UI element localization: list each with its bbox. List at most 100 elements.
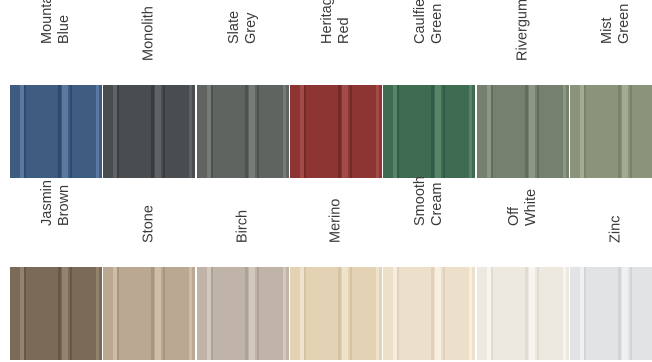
swatch-label: Caulfield Green [383,0,475,80]
sheet-rib [469,85,473,178]
sheet-rib [24,85,26,178]
swatch-label: Monolith [103,0,195,80]
sheet-rib [58,267,61,360]
sheet-rib [210,85,213,178]
color-swatch[interactable]: Zinc [569,182,652,360]
swatch-label-line: Mist [598,17,615,44]
color-swatch[interactable]: Mountain Blue [10,0,102,178]
swatch-label: Stone [103,182,195,262]
colour-sample-sheet [289,267,382,360]
swatch-label-line: Cream [429,182,446,226]
sheet-rib [151,267,155,360]
sheet-rib [62,267,68,360]
sheet-rib [579,267,584,360]
sheet-rib [337,267,341,360]
color-swatch[interactable]: Heritage Red [289,0,382,178]
sheet-rib [349,267,352,360]
colour-sample-sheet [196,267,289,360]
sheet-rib [431,267,435,360]
sheet-rib [20,267,24,360]
swatch-label-line: Heritage [318,0,335,44]
color-swatch[interactable]: Jasmin Brown [10,180,102,360]
sheet-rib [20,85,24,178]
swatch-label-line: White [522,188,539,226]
swatch-label-line: Brown [56,184,72,226]
sheet-rib [341,267,348,360]
colour-sample-sheet [383,267,476,360]
swatch-label-line: Off [505,206,522,226]
sheet-rib [435,267,442,360]
color-swatch[interactable]: Monolith [103,0,196,178]
sheet-rib [583,267,586,360]
sheet-rib [435,85,442,178]
sheet-rib [189,267,193,360]
sheet-rib [486,267,491,360]
color-swatch[interactable]: Off White [476,182,569,360]
sheet-rib [375,85,379,178]
swatch-label-line: Merino [327,198,344,243]
swatch-label-line: Rivergum [514,0,530,61]
sheet-rib [341,85,348,178]
sheet-rib [151,85,155,178]
swatch-label-line: Red [335,17,352,44]
swatch-label-line: Monolith [140,6,157,61]
sheet-rib [155,85,162,178]
sheet-rib [299,85,304,178]
swatch-label-line: Green [615,3,632,44]
swatch-label: Mountain Blue [10,0,102,80]
sheet-rib [163,267,166,360]
sheet-rib [113,85,118,178]
sheet-rib [393,85,398,178]
sheet-rib [629,267,632,360]
colour-sample-sheet [103,267,196,360]
sheet-rib [621,85,628,178]
colour-sample-sheet [103,85,196,178]
swatch-label-line: Slate [225,10,242,44]
swatch-label: Smooth Cream [383,176,475,262]
sheet-rib [431,85,435,178]
sheet-rib [469,267,473,360]
sheet-rib [24,267,26,360]
sheet-rib [490,85,493,178]
sheet-rib [282,267,286,360]
sheet-rib [70,267,72,360]
sheet-rib [349,85,352,178]
sheet-rib [486,85,491,178]
sheet-rib [397,267,400,360]
swatch-label: Slate Grey [197,0,289,80]
sheet-rib [282,85,286,178]
color-swatch[interactable]: Stone [103,182,196,360]
sheet-rib [536,267,539,360]
color-swatch-grid: Mountain Blue Monolith Slate Grey Heritage Red… [10,0,652,362]
color-swatch[interactable]: Mist Green [569,0,652,178]
colour-sample-sheet [10,85,102,178]
swatch-label-line: Grey [242,12,259,44]
sheet-rib [256,267,259,360]
color-swatch[interactable]: Caulfield Green [383,0,476,178]
sheet-rib [621,267,628,360]
sheet-rib [299,267,304,360]
sheet-rib [443,85,446,178]
color-swatch[interactable]: Slate Grey [196,0,289,178]
sheet-rib [536,85,539,178]
sheet-rib [163,85,166,178]
sheet-rib [375,267,379,360]
sheet-rib [70,85,72,178]
swatch-label-line: Blue [56,14,72,44]
color-swatch[interactable]: Merino [289,182,382,360]
swatch-label-line: Zinc [607,215,624,243]
sheet-rib [393,267,398,360]
colour-sample-sheet [476,267,569,360]
sheet-rib [397,85,400,178]
swatch-label-line: Smooth [412,176,429,226]
sheet-rib [206,85,211,178]
color-swatch[interactable]: Birch [196,182,289,360]
sheet-rib [189,85,193,178]
swatch-label: Rivergum [477,0,569,80]
sheet-rib [248,85,255,178]
sheet-rib [524,85,528,178]
sheet-rib [562,267,566,360]
color-swatch[interactable]: Smooth Cream [383,176,476,360]
sheet-rib [117,85,120,178]
color-swatch[interactable]: Rivergum [476,0,569,178]
